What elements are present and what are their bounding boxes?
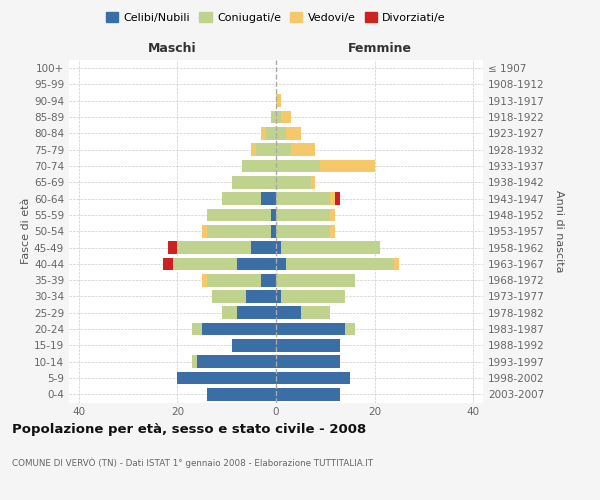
Bar: [276, 192, 330, 205]
Bar: [276, 225, 330, 237]
Bar: [276, 110, 281, 124]
Bar: [345, 322, 355, 336]
Bar: [202, 225, 207, 237]
Bar: [301, 306, 330, 319]
Bar: [251, 144, 256, 156]
Bar: [256, 144, 276, 156]
Bar: [222, 192, 261, 205]
Bar: [276, 306, 301, 319]
Bar: [281, 110, 291, 124]
Bar: [207, 208, 271, 222]
Bar: [236, 258, 276, 270]
Bar: [251, 241, 276, 254]
Bar: [261, 274, 276, 286]
Text: Femmine: Femmine: [347, 42, 412, 55]
Bar: [311, 176, 316, 188]
Bar: [178, 241, 251, 254]
Y-axis label: Anni di nascita: Anni di nascita: [554, 190, 564, 272]
Bar: [178, 372, 276, 384]
Bar: [197, 356, 276, 368]
Bar: [207, 388, 276, 400]
Bar: [286, 127, 301, 140]
Bar: [192, 322, 202, 336]
Bar: [276, 160, 320, 172]
Bar: [261, 192, 276, 205]
Bar: [394, 258, 399, 270]
Bar: [291, 144, 316, 156]
Bar: [276, 322, 345, 336]
Bar: [281, 290, 345, 303]
Bar: [271, 225, 276, 237]
Legend: Celibi/Nubili, Coniugati/e, Vedovi/e, Divorziati/e: Celibi/Nubili, Coniugati/e, Vedovi/e, Di…: [101, 8, 451, 28]
Bar: [207, 274, 261, 286]
Bar: [222, 306, 236, 319]
Y-axis label: Fasce di età: Fasce di età: [21, 198, 31, 264]
Bar: [276, 208, 330, 222]
Bar: [232, 176, 276, 188]
Bar: [335, 192, 340, 205]
Bar: [276, 144, 291, 156]
Bar: [236, 306, 276, 319]
Bar: [281, 241, 380, 254]
Bar: [320, 160, 374, 172]
Bar: [261, 127, 266, 140]
Bar: [271, 110, 276, 124]
Text: COMUNE DI VERVÒ (TN) - Dati ISTAT 1° gennaio 2008 - Elaborazione TUTTITALIA.IT: COMUNE DI VERVÒ (TN) - Dati ISTAT 1° gen…: [12, 458, 373, 468]
Bar: [163, 258, 173, 270]
Bar: [212, 290, 247, 303]
Bar: [192, 356, 197, 368]
Bar: [276, 258, 286, 270]
Bar: [330, 225, 335, 237]
Bar: [276, 94, 281, 107]
Bar: [202, 322, 276, 336]
Bar: [241, 160, 276, 172]
Bar: [276, 241, 281, 254]
Bar: [276, 176, 311, 188]
Bar: [276, 388, 340, 400]
Text: Maschi: Maschi: [148, 42, 197, 55]
Bar: [330, 208, 335, 222]
Bar: [266, 127, 276, 140]
Bar: [276, 339, 340, 352]
Bar: [276, 127, 286, 140]
Bar: [167, 241, 178, 254]
Bar: [276, 356, 340, 368]
Bar: [232, 339, 276, 352]
Bar: [173, 258, 236, 270]
Text: Popolazione per età, sesso e stato civile - 2008: Popolazione per età, sesso e stato civil…: [12, 422, 366, 436]
Bar: [276, 290, 281, 303]
Bar: [276, 274, 355, 286]
Bar: [286, 258, 394, 270]
Bar: [276, 372, 350, 384]
Bar: [202, 274, 207, 286]
Bar: [207, 225, 271, 237]
Bar: [247, 290, 276, 303]
Bar: [330, 192, 335, 205]
Bar: [271, 208, 276, 222]
